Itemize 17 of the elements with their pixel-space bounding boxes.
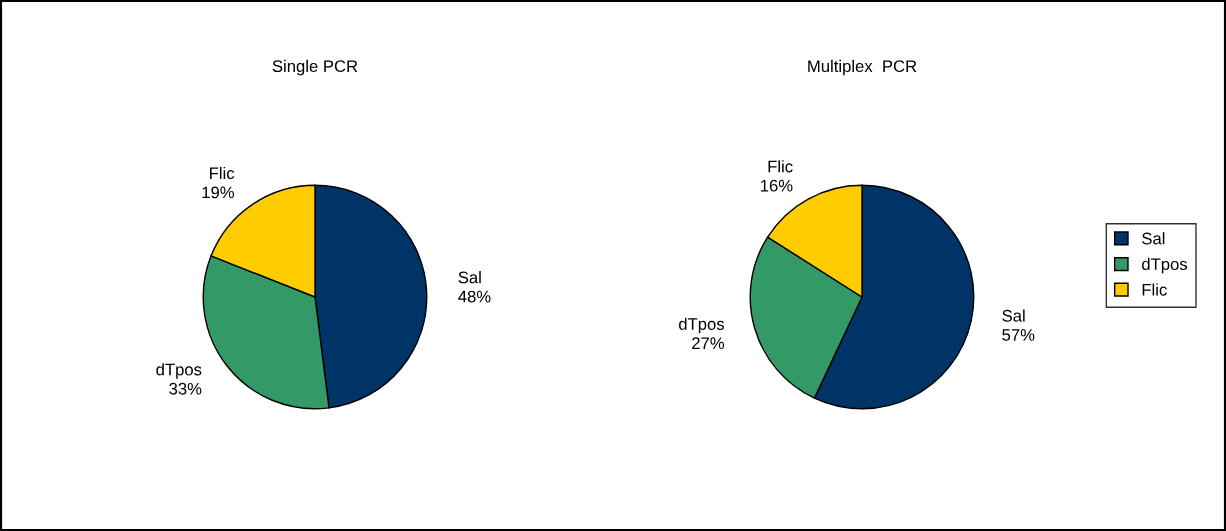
legend-label: Flic <box>1142 283 1167 296</box>
data-label: 33% <box>169 382 202 395</box>
slice-label: Flic <box>210 166 235 180</box>
slice-label: Sal <box>458 271 481 284</box>
slice-label: dTpos <box>679 317 725 334</box>
slice-label: Flic <box>768 160 793 173</box>
slice-label: dTpos <box>156 363 202 379</box>
legend-label: Sal <box>1142 232 1165 245</box>
chart-title: Single PCR <box>272 59 358 76</box>
data-label: 48% <box>458 290 491 303</box>
data-label: 16% <box>760 179 793 192</box>
data-label: 57% <box>1002 329 1035 341</box>
legend-label: dTpos <box>1142 257 1188 274</box>
chart-title: Multiplex PCR <box>808 59 917 76</box>
data-label: 19% <box>202 186 234 199</box>
slice-label: Sal <box>1002 309 1025 322</box>
data-label: 27% <box>692 337 725 350</box>
